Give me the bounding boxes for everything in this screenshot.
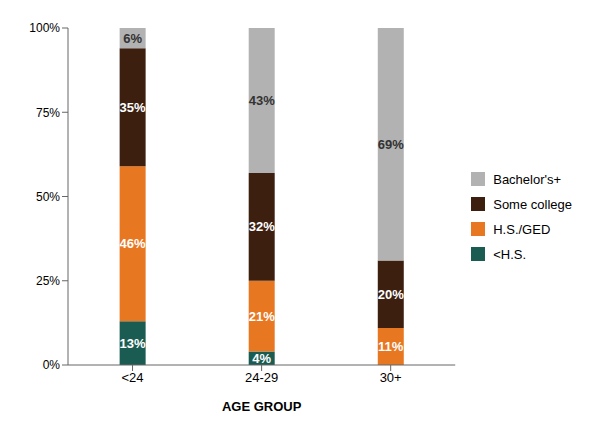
svg-text:30+: 30+ bbox=[380, 370, 402, 385]
svg-text:35%: 35% bbox=[120, 100, 146, 115]
svg-text:46%: 46% bbox=[120, 236, 146, 251]
svg-text:100%: 100% bbox=[29, 21, 60, 35]
svg-text:11%: 11% bbox=[378, 339, 404, 354]
svg-text:50%: 50% bbox=[36, 190, 60, 204]
html-text:Bachelor's+: Bachelor's+ bbox=[493, 171, 562, 187]
svg-text:21%: 21% bbox=[249, 309, 275, 324]
svg-text:43%: 43% bbox=[249, 93, 275, 108]
html-text:<H.S.: <H.S. bbox=[493, 246, 527, 262]
svg-text:13%: 13% bbox=[120, 336, 146, 351]
svg-text:32%: 32% bbox=[249, 219, 275, 234]
svg-text:20%: 20% bbox=[378, 287, 404, 302]
html-text:H.S./GED: H.S./GED bbox=[493, 221, 551, 237]
svg-text:4%: 4% bbox=[252, 351, 271, 366]
svg-text:<24: <24 bbox=[122, 370, 144, 385]
svg-text:24-29: 24-29 bbox=[245, 370, 278, 385]
svg-text:0%: 0% bbox=[43, 358, 61, 372]
svg-text:69%: 69% bbox=[378, 137, 404, 152]
svg-text:AGE GROUP: AGE GROUP bbox=[222, 399, 302, 414]
svg-text:25%: 25% bbox=[36, 274, 60, 288]
svg-text:75%: 75% bbox=[36, 106, 60, 120]
html-text:Some college: Some college bbox=[493, 196, 572, 212]
svg-text:6%: 6% bbox=[123, 31, 142, 46]
